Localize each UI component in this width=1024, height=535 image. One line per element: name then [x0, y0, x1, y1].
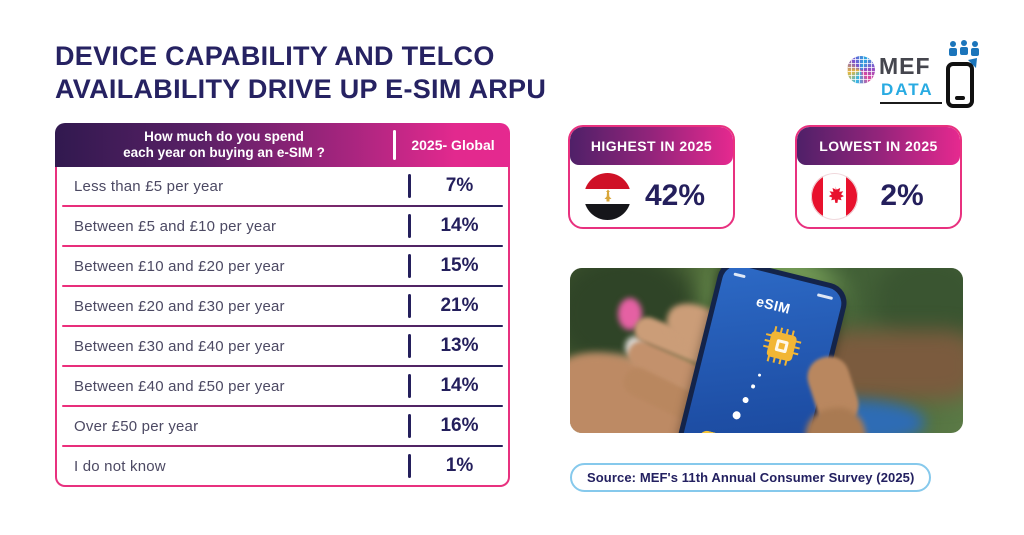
smartphone: eSIM SIM — [659, 268, 851, 433]
canada-flag-icon — [811, 172, 858, 220]
row-divider — [408, 254, 411, 278]
row-separator — [62, 285, 503, 287]
row-divider — [408, 334, 411, 358]
table-row: Less than £5 per year 7% — [74, 174, 474, 198]
highest-badge-body: 42% — [570, 165, 733, 227]
table-row: Between £40 and £50 per year 14% — [74, 374, 479, 398]
table-row: Between £20 and £30 per year 21% — [74, 294, 479, 318]
page-title-line1: DEVICE CAPABILITY AND TELCO — [55, 41, 495, 71]
spend-table-header: How much do you spend each year on buyin… — [55, 123, 510, 167]
highest-value: 42% — [644, 179, 706, 212]
logo-mef-text: MEF — [879, 53, 931, 79]
trail-dot — [741, 396, 750, 404]
source-pill: Source: MEF's 11th Annual Consumer Surve… — [570, 463, 932, 492]
row-divider — [408, 174, 411, 198]
trail-dot — [731, 410, 742, 421]
table-value-column-header: 2025- Global — [411, 137, 495, 153]
row-divider — [408, 294, 411, 318]
row-divider — [408, 454, 411, 478]
globe-icon — [847, 56, 875, 84]
row-divider — [408, 214, 411, 238]
esim-screen-label: eSIM — [754, 292, 793, 317]
page-title-line2: AVAILABILITY DRIVE UP E-SIM ARPU — [55, 74, 547, 104]
row-separator — [62, 445, 503, 447]
source-text: Source: MEF's 11th Annual Consumer Surve… — [587, 470, 915, 485]
logo-underline — [880, 102, 942, 104]
table-row: Over £50 per year 16% — [74, 414, 479, 438]
esim-chip-icon — [763, 326, 802, 366]
row-divider — [408, 414, 411, 438]
status-bar-time — [733, 272, 746, 279]
header-divider — [393, 130, 396, 160]
table-row: Between £10 and £20 per year 15% — [74, 254, 479, 278]
table-row: I do not know 1% — [74, 454, 474, 478]
spend-table: How much do you spend each year on buyin… — [55, 123, 510, 487]
canada-maple-leaf — [828, 186, 844, 203]
logo-data-text: DATA — [881, 80, 934, 99]
sim-card-icon: SIM — [686, 429, 748, 433]
trail-dot — [750, 384, 756, 389]
phone-growth-icon — [945, 40, 979, 108]
lowest-badge-body: 2% — [797, 165, 960, 227]
highest-badge: HIGHEST IN 2025 42% — [568, 125, 735, 229]
row-separator — [62, 245, 503, 247]
lowest-badge: LOWEST IN 2025 2% — [795, 125, 962, 229]
spend-table-body: Less than £5 per year 7% Between £5 and … — [55, 167, 510, 487]
row-separator — [62, 205, 503, 207]
table-question-header: How much do you spend each year on buyin… — [123, 129, 325, 160]
table-row: Between £30 and £40 per year 13% — [74, 334, 479, 358]
row-separator — [62, 365, 503, 367]
row-separator — [62, 405, 503, 407]
table-row: Between £5 and £10 per year 14% — [74, 214, 479, 238]
lowest-badge-title: LOWEST IN 2025 — [797, 127, 960, 165]
mef-data-logo: MEF DATA — [843, 40, 981, 110]
row-divider — [408, 374, 411, 398]
row-separator — [62, 325, 503, 327]
trail-dot — [757, 373, 762, 377]
egypt-eagle-emblem — [604, 189, 611, 202]
status-bar-icons — [816, 293, 834, 301]
egypt-flag-icon — [584, 172, 631, 220]
highest-badge-title: HIGHEST IN 2025 — [570, 127, 733, 165]
phone-screen: eSIM SIM — [665, 268, 845, 433]
esim-phone-photo: eSIM SIM — [570, 268, 963, 433]
page-title: DEVICE CAPABILITY AND TELCO AVAILABILITY… — [55, 40, 615, 106]
lowest-value: 2% — [880, 179, 924, 212]
